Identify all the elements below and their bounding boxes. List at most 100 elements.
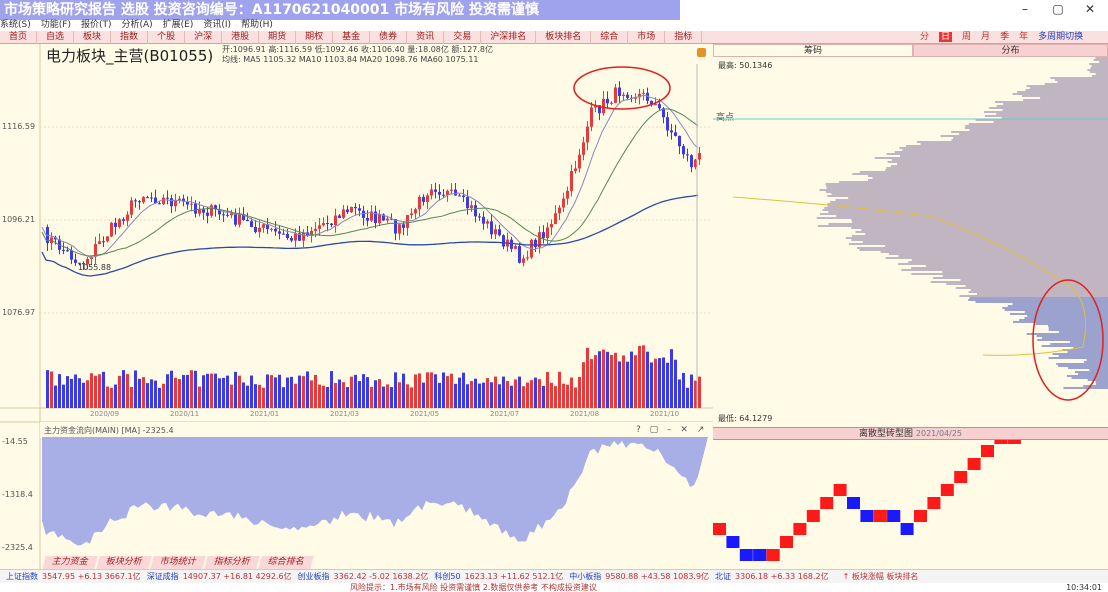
minimize-button[interactable]: –	[1022, 2, 1028, 16]
chip-bar	[1056, 363, 1108, 365]
tab-distribution[interactable]: 分布	[913, 44, 1108, 57]
tab-item[interactable]: 指标	[665, 31, 703, 44]
chip-bar	[1007, 305, 1108, 307]
tab-item[interactable]: 资讯	[407, 31, 445, 44]
tab-item[interactable]: 债券	[370, 31, 408, 44]
bottom-tab[interactable]: 指标分析	[204, 556, 260, 569]
volume-bar	[434, 374, 437, 408]
period-2[interactable]: 周	[962, 32, 972, 42]
index-name[interactable]: 北证	[715, 572, 732, 581]
period-3[interactable]: 月	[981, 32, 991, 42]
index-name[interactable]: 创业板指	[297, 572, 330, 581]
volume-bar	[438, 382, 441, 408]
date-tick: 2021/01	[250, 410, 280, 418]
chip-bar	[920, 143, 1108, 145]
tab-item[interactable]: 个股	[148, 31, 186, 44]
indicator-toolbar: ? ▢ – ✕ ↗	[636, 425, 704, 435]
menu-quote[interactable]: 报价(T)	[80, 20, 112, 30]
chip-bar	[831, 193, 1108, 195]
volume-bar	[198, 386, 201, 408]
index-name[interactable]: 中小板指	[569, 572, 602, 581]
tab-item[interactable]: 自选	[37, 31, 75, 44]
chip-bar	[1089, 71, 1108, 73]
footer: 风险提示：1.市场有风险 投资需谨慎 2.数据仅供参考 不构成投资建议 10:34…	[0, 583, 1108, 592]
tab-item[interactable]: 板块	[74, 31, 112, 44]
date-tick: 2021/10	[650, 410, 680, 418]
tab-item[interactable]: 港股	[222, 31, 260, 44]
volume-bar	[118, 375, 121, 408]
candle	[482, 216, 485, 224]
candle	[270, 228, 273, 230]
tab-chips[interactable]: 筹码	[713, 44, 913, 57]
index-name[interactable]: 上证指数	[6, 572, 38, 581]
volume-bar	[534, 377, 537, 408]
candle	[90, 256, 93, 259]
volume-bar	[394, 372, 397, 408]
tab-item[interactable]: 沪深	[185, 31, 223, 44]
volume-bar	[354, 374, 357, 408]
tab-item[interactable]: 期货	[259, 31, 297, 44]
volume-bar	[430, 372, 433, 408]
window-icon[interactable]: ▢	[649, 425, 659, 435]
volume-bar	[462, 372, 465, 408]
chip-bar	[968, 299, 1108, 301]
renko-brick	[833, 484, 847, 496]
candle	[438, 191, 441, 195]
tab-item[interactable]: 市场	[628, 31, 666, 44]
chip-bar	[1095, 73, 1108, 75]
tab-item[interactable]: 交易	[444, 31, 482, 44]
bottom-tab[interactable]: 主力资金	[42, 556, 98, 569]
menu-info[interactable]: 资讯(I)	[203, 20, 232, 30]
menu-function[interactable]: 功能(F)	[40, 20, 71, 30]
period-1[interactable]: 日	[939, 32, 953, 42]
chip-distribution-chart	[713, 57, 1108, 401]
chip-bar	[867, 175, 1108, 177]
high-annotation: 高点	[716, 113, 735, 123]
tab-item[interactable]: 基金	[333, 31, 371, 44]
help-icon[interactable]: ?	[636, 425, 641, 435]
tab-item[interactable]: 沪深排名	[481, 31, 537, 44]
minimize-icon[interactable]: –	[667, 425, 672, 435]
multi-period-button[interactable]: 多周期切换	[1038, 32, 1084, 42]
renko-brick	[887, 510, 901, 522]
candle	[142, 197, 145, 203]
tab-item[interactable]: 首页	[0, 31, 38, 44]
period-0[interactable]: 分	[920, 32, 930, 42]
period-4[interactable]: 季	[1000, 32, 1010, 42]
index-name[interactable]: 科创50	[434, 572, 461, 581]
candle	[342, 209, 345, 218]
tab-item[interactable]: 期权	[296, 31, 334, 44]
chip-bar	[1012, 303, 1108, 305]
menu-system[interactable]: 系统(S)	[0, 20, 31, 30]
bottom-tab[interactable]: 综合排名	[258, 556, 314, 569]
menu-analysis[interactable]: 分析(A)	[121, 20, 153, 30]
candle	[362, 210, 365, 218]
volume-bar	[458, 377, 461, 408]
chip-bar	[1084, 361, 1108, 363]
menu-help[interactable]: 帮助(H)	[241, 20, 273, 30]
index-name[interactable]: 深证成指	[146, 572, 179, 581]
volume-bar	[474, 378, 477, 408]
period-5[interactable]: 年	[1019, 32, 1029, 42]
maximize-button[interactable]: ▢	[1052, 2, 1064, 16]
volume-bar	[162, 383, 165, 408]
close-icon[interactable]: ✕	[680, 425, 688, 435]
bottom-tab[interactable]: 市场统计	[150, 556, 206, 569]
renko-brick	[981, 445, 994, 457]
volume-bar	[582, 362, 585, 408]
tab-item[interactable]: 综合	[591, 31, 629, 44]
tab-item[interactable]: 板块排名	[536, 31, 592, 44]
volume-bar	[654, 358, 657, 408]
volume-bar	[182, 375, 185, 408]
index-value: 3362.42 -5.02 1638.2亿	[333, 572, 429, 581]
expand-icon[interactable]: ↗	[696, 425, 705, 435]
tab-item[interactable]: 指数	[111, 31, 149, 44]
bottom-tab[interactable]: 板块分析	[96, 556, 152, 569]
candle	[490, 221, 493, 235]
candle	[322, 223, 325, 226]
menu-extend[interactable]: 扩展(E)	[162, 20, 194, 30]
lock-icon[interactable]	[697, 48, 706, 57]
volume-bar	[210, 373, 213, 408]
close-button[interactable]: ✕	[1084, 2, 1096, 16]
candle	[66, 250, 69, 252]
